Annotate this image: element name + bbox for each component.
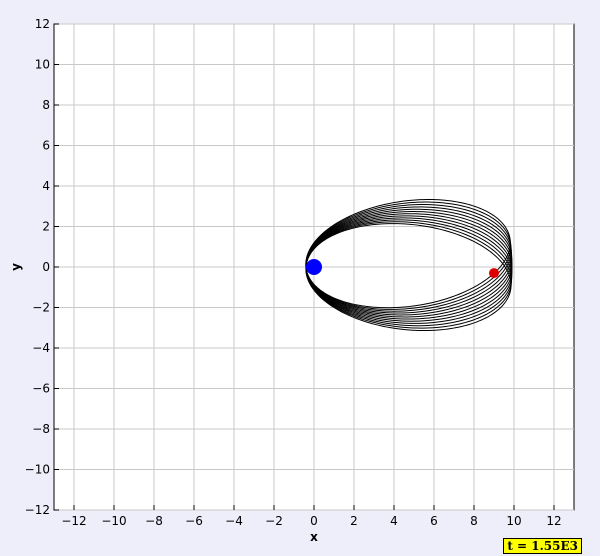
x-tick-label: −8: [145, 514, 163, 528]
y-tick-label: 8: [42, 98, 50, 112]
time-readout: t = 1.55E3: [503, 538, 582, 554]
y-tick-label: −6: [32, 382, 50, 396]
x-axis-label: x: [310, 530, 318, 544]
x-tick-labels: −12 −10 −8 −6 −4 −2 0 2 4 6 8 10 12: [61, 505, 562, 528]
bodies: [306, 259, 499, 279]
y-tick-label: 6: [42, 139, 50, 153]
y-tick-label: −10: [25, 463, 50, 477]
x-tick-label: −12: [61, 514, 86, 528]
y-tick-label: 0: [42, 260, 50, 274]
central-body: [306, 259, 322, 275]
x-tick-label: 2: [350, 514, 358, 528]
y-axis-label: y: [9, 263, 23, 271]
x-tick-label: −4: [225, 514, 243, 528]
x-tick-label: −6: [185, 514, 203, 528]
y-tick-label: −2: [32, 301, 50, 315]
grid-lines: [54, 23, 574, 511]
x-tick-label: −10: [101, 514, 126, 528]
y-tick-label: 10: [35, 58, 50, 72]
y-tick-label: −12: [25, 503, 50, 517]
x-tick-label: 8: [470, 514, 478, 528]
x-tick-label: 0: [310, 514, 318, 528]
x-tick-label: 12: [546, 514, 561, 528]
y-tick-label: 2: [42, 220, 50, 234]
orbiter-body: [489, 268, 499, 279]
y-tick-label: 12: [35, 17, 50, 31]
y-tick-label: −8: [32, 422, 50, 436]
orbit-trace: [305, 223, 512, 332]
x-tick-label: −2: [265, 514, 283, 528]
x-tick-label: 4: [390, 514, 398, 528]
x-tick-label: 6: [430, 514, 438, 528]
y-tick-label: 4: [42, 179, 50, 193]
x-tick-label: 10: [506, 514, 521, 528]
y-tick-labels: −12 −10 −8 −6 −4 −2 0 2 4 6 8 10 12: [25, 17, 59, 517]
y-tick-label: −4: [32, 341, 50, 355]
